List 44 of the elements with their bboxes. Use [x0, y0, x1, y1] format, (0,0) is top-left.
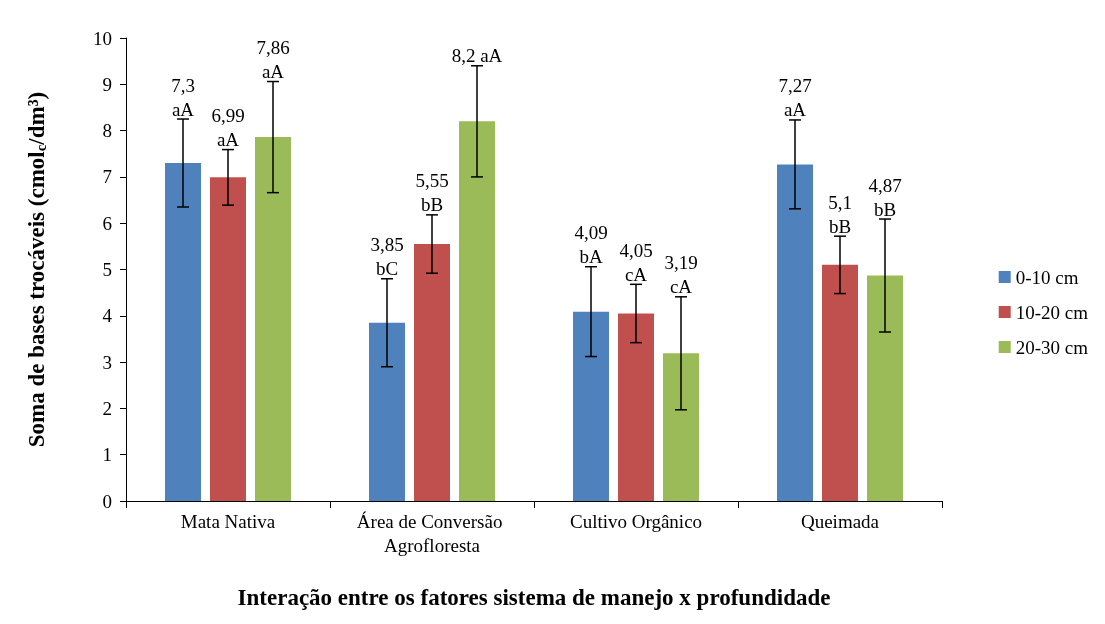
bar [414, 244, 450, 501]
y-tick-label: 0 [102, 490, 112, 512]
bar [255, 137, 291, 501]
bar [573, 311, 609, 501]
x-axis-title: Interação entre os fatores sistema de manejo x profundidade [237, 585, 831, 610]
data-label: 3,19 cA [664, 252, 698, 298]
y-tick-label: 4 [102, 305, 113, 327]
x-tick-label: Área de Conversão Agrofloresta [356, 510, 508, 556]
bar [867, 275, 903, 501]
y-tick-label: 10 [93, 27, 112, 49]
bar [165, 163, 201, 501]
y-tick-label: 5 [102, 259, 112, 280]
y-tick-label: 6 [102, 212, 112, 234]
data-label: 7,27 aA [778, 75, 812, 121]
bar [459, 121, 495, 501]
bar [663, 353, 699, 501]
x-tick-label: Mata Nativa [180, 510, 276, 532]
legend-label: 0-10 cm [1015, 266, 1079, 288]
y-tick-label: 2 [102, 397, 112, 419]
data-label: 4,87 bB [868, 174, 902, 220]
data-label: 7,86 aA [256, 37, 290, 83]
y-axis-title: Soma de bases trocáveis (cmolc/dm³) [24, 91, 49, 448]
y-tick-label: 7 [102, 166, 112, 188]
bar [369, 322, 405, 501]
data-label: 5,1 bB [828, 191, 852, 237]
y-tick-label: 1 [102, 444, 112, 466]
data-label: 3,85 bC [370, 234, 404, 280]
y-tick-label: 9 [102, 73, 112, 95]
bar [777, 164, 813, 501]
y-tick-label: 3 [102, 351, 112, 373]
legend-label: 10-20 cm [1015, 301, 1089, 323]
x-tick-label: Queimada [800, 510, 880, 532]
data-label: 4,05 cA [619, 239, 653, 285]
data-label: 8,2 aA [451, 45, 503, 67]
data-label: 7,3 aA [171, 74, 195, 120]
bar [618, 313, 654, 501]
legend-label: 20-30 cm [1015, 336, 1089, 358]
x-tick-label: Cultivo Orgânico [569, 510, 703, 532]
bar [822, 264, 858, 501]
y-tick-label: 8 [102, 120, 112, 142]
data-label: 5,55 bB [415, 170, 449, 216]
data-label: 6,99 aA [211, 105, 245, 151]
bar [210, 177, 246, 501]
data-label: 4,09 bA [574, 222, 608, 268]
